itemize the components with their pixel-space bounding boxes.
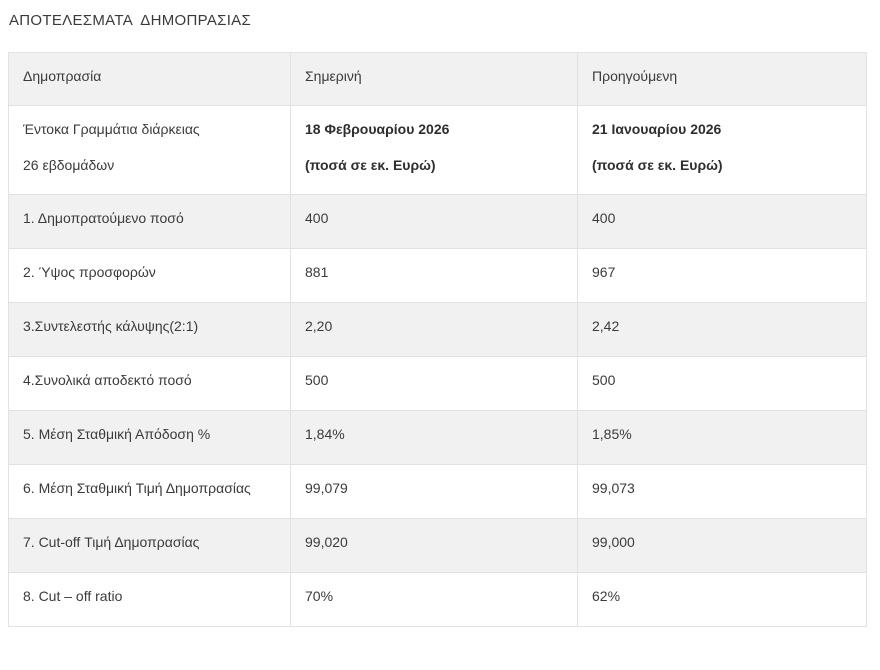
- table-row-instrument: Έντοκα Γραμμάτια διάρκειας 26 εβδομάδων …: [8, 105, 867, 195]
- current-value: 1,84%: [290, 410, 578, 465]
- current-value: 2,20: [290, 302, 578, 357]
- row-label: 6. Μέση Σταθμική Τιμή Δημοπρασίας: [8, 464, 291, 519]
- previous-value: 400: [577, 194, 867, 249]
- table-row-bids-amount: 2. Ύψος προσφορών 881 967: [8, 248, 867, 303]
- current-value: 99,079: [290, 464, 578, 519]
- current-value: 99,020: [290, 518, 578, 573]
- table-header-row: Δημοπρασία Σημερινή Προηγούμενη: [8, 52, 867, 106]
- previous-value: 1,85%: [577, 410, 867, 465]
- previous-value: 967: [577, 248, 867, 303]
- previous-auction-date-cell: 21 Ιανουαρίου 2026 (ποσά σε εκ. Ευρώ): [577, 105, 867, 195]
- current-value: 881: [290, 248, 578, 303]
- row-label: 4.Συνολικά αποδεκτό ποσό: [8, 356, 291, 411]
- column-header-previous: Προηγούμενη: [577, 52, 867, 106]
- current-value: 70%: [290, 572, 578, 627]
- row-label: 2. Ύψος προσφορών: [8, 248, 291, 303]
- row-label: 3.Συντελεστής κάλυψης(2:1): [8, 302, 291, 357]
- current-value: 400: [290, 194, 578, 249]
- table-row-auctioned-amount: 1. Δημοπρατούμενο ποσό 400 400: [8, 194, 867, 249]
- auction-results-table: Δημοπρασία Σημερινή Προηγούμενη Έντοκα Γ…: [8, 52, 867, 627]
- instrument-label-cell: Έντοκα Γραμμάτια διάρκειας 26 εβδομάδων: [8, 105, 291, 195]
- current-auction-date: 18 Φεβρουαρίου 2026: [305, 121, 450, 137]
- page-title: ΑΠΟΤΕΛΕΣΜΑΤΑ ΔΗΜΟΠΡΑΣΙΑΣ: [9, 12, 252, 29]
- row-label: 7. Cut-off Τιμή Δημοπρασίας: [8, 518, 291, 573]
- column-header-current: Σημερινή: [290, 52, 578, 106]
- instrument-duration: 26 εβδομάδων: [23, 157, 115, 173]
- row-label: 1. Δημοπρατούμενο ποσό: [8, 194, 291, 249]
- previous-value: 62%: [577, 572, 867, 627]
- table-row-cutoff-price: 7. Cut-off Τιμή Δημοπρασίας 99,020 99,00…: [8, 518, 867, 573]
- previous-amount-unit: (ποσά σε εκ. Ευρώ): [592, 157, 723, 173]
- table-row-coverage-ratio: 3.Συντελεστής κάλυψης(2:1) 2,20 2,42: [8, 302, 867, 357]
- row-label: 5. Μέση Σταθμική Απόδοση %: [8, 410, 291, 465]
- previous-value: 500: [577, 356, 867, 411]
- table-row-accepted-amount: 4.Συνολικά αποδεκτό ποσό 500 500: [8, 356, 867, 411]
- row-label: 8. Cut – off ratio: [8, 572, 291, 627]
- current-value: 500: [290, 356, 578, 411]
- table-row-weighted-price: 6. Μέση Σταθμική Τιμή Δημοπρασίας 99,079…: [8, 464, 867, 519]
- previous-value: 99,073: [577, 464, 867, 519]
- previous-value: 99,000: [577, 518, 867, 573]
- previous-auction-date: 21 Ιανουαρίου 2026: [592, 121, 722, 137]
- column-header-auction: Δημοπρασία: [8, 52, 291, 106]
- table-row-weighted-yield: 5. Μέση Σταθμική Απόδοση % 1,84% 1,85%: [8, 410, 867, 465]
- instrument-name: Έντοκα Γραμμάτια διάρκειας: [23, 121, 200, 137]
- current-amount-unit: (ποσά σε εκ. Ευρώ): [305, 157, 436, 173]
- table-row-cutoff-ratio: 8. Cut – off ratio 70% 62%: [8, 572, 867, 627]
- current-auction-date-cell: 18 Φεβρουαρίου 2026 (ποσά σε εκ. Ευρώ): [290, 105, 578, 195]
- previous-value: 2,42: [577, 302, 867, 357]
